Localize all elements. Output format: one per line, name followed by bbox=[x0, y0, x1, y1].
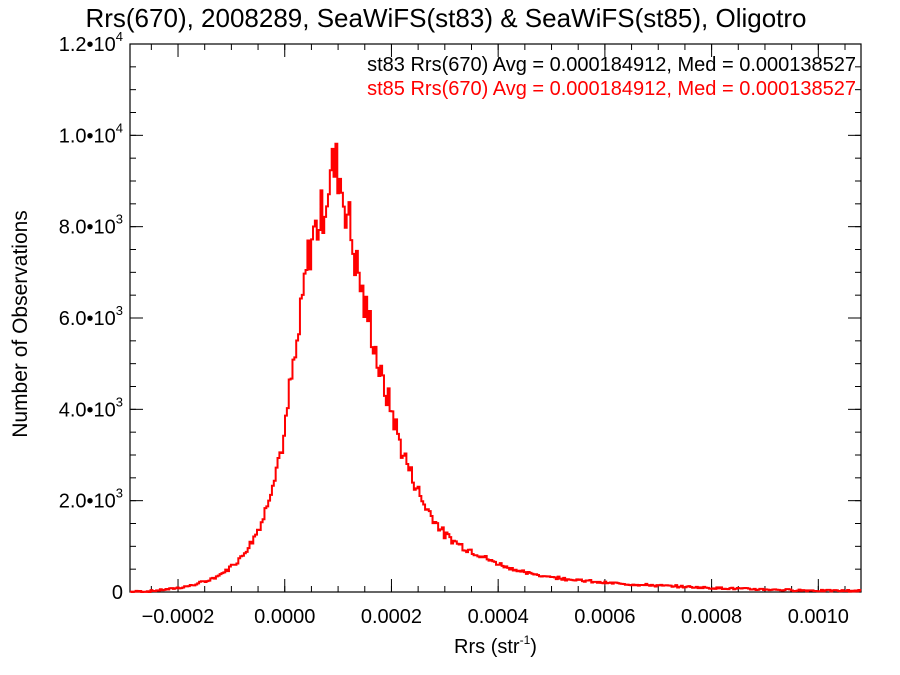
y-tick-label: 8.0•103 bbox=[59, 212, 123, 239]
y-tick-mantissa: 4.0•10 bbox=[59, 399, 116, 421]
y-tick-mantissa: 6.0•10 bbox=[59, 308, 116, 330]
histogram-series bbox=[130, 142, 862, 593]
y-tick-mantissa: 8.0•10 bbox=[59, 217, 116, 239]
y-tick-label: 1.2•104 bbox=[59, 29, 123, 56]
y-tick-mantissa: 2.0•10 bbox=[59, 491, 116, 513]
annotation-text: st85 Rrs(670) Avg = 0.000184912, Med = 0… bbox=[367, 78, 856, 100]
y-tick-mantissa: 1.0•10 bbox=[59, 125, 116, 147]
y-tick-exponent: 3 bbox=[116, 486, 123, 501]
y-tick-label: 4.0•103 bbox=[59, 394, 123, 421]
x-axis-label-sup: -1 bbox=[520, 633, 531, 647]
x-tick-label: 0.0008 bbox=[681, 606, 742, 628]
y-tick-exponent: 4 bbox=[116, 120, 123, 135]
x-tick-label: 0.0000 bbox=[254, 606, 315, 628]
histogram-line bbox=[130, 142, 862, 593]
x-tick-label: 0.0002 bbox=[361, 606, 422, 628]
x-axis-label-close: ) bbox=[530, 636, 537, 658]
y-tick-label: 2.0•103 bbox=[59, 486, 123, 513]
x-axis-label: Rrs (str-1) bbox=[454, 633, 537, 658]
axis-ticks: −0.0002 0.0000 0.0002 0.0004 0.0006 0.0008 0.0… bbox=[59, 29, 861, 628]
x-axis-label-main: Rrs (str bbox=[454, 636, 520, 658]
y-tick-label: 1.0•104 bbox=[59, 120, 123, 147]
x-tick-label: 0.0006 bbox=[574, 606, 635, 628]
y-axis-label: Number of Observations bbox=[9, 210, 32, 438]
y-tick-mantissa: 0 bbox=[112, 582, 123, 604]
chart-title: Rrs(670), 2008289, SeaWiFS(st83) & SeaWi… bbox=[85, 3, 806, 33]
x-tick-label: −0.0002 bbox=[142, 606, 215, 628]
y-tick-exponent: 3 bbox=[116, 212, 123, 227]
y-tick-label: 6.0•103 bbox=[59, 303, 123, 330]
x-tick-label: 0.0010 bbox=[788, 606, 849, 628]
annotation-text: st83 Rrs(670) Avg = 0.000184912, Med = 0… bbox=[367, 54, 856, 76]
x-tick-label: 0.0004 bbox=[468, 606, 529, 628]
y-tick-exponent: 3 bbox=[116, 303, 123, 318]
y-tick-label: 0 bbox=[112, 582, 123, 604]
plot-frame-box bbox=[129, 43, 862, 593]
y-tick-mantissa: 1.2•10 bbox=[59, 34, 116, 56]
y-tick-exponent: 3 bbox=[116, 394, 123, 409]
y-tick-exponent: 4 bbox=[116, 29, 123, 44]
plot-frame bbox=[129, 43, 862, 593]
annotations: st83 Rrs(670) Avg = 0.000184912, Med = 0… bbox=[367, 54, 856, 100]
